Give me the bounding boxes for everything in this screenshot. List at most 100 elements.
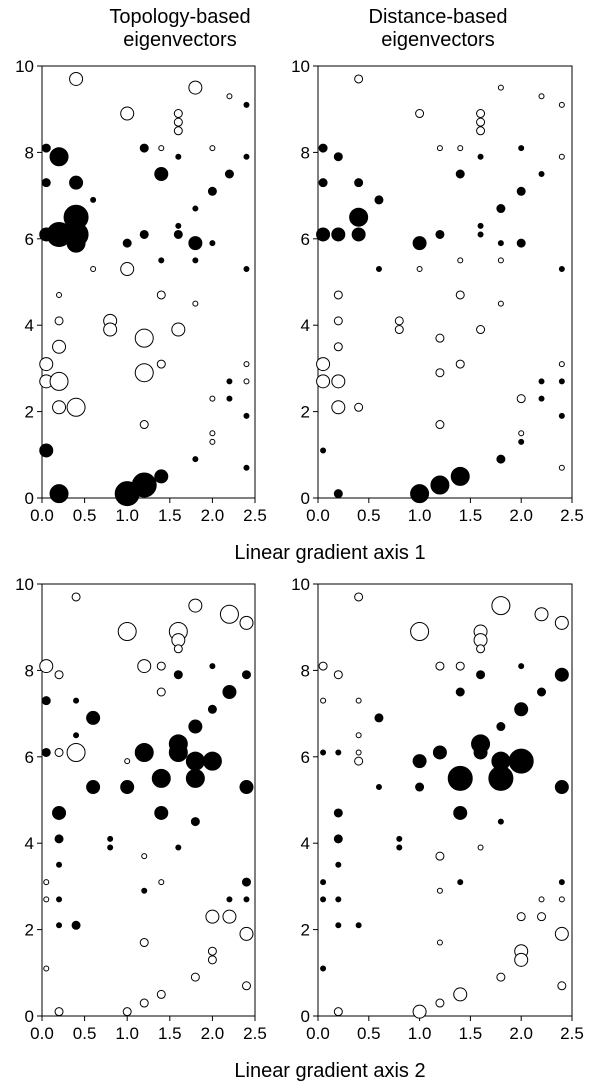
open-bubble bbox=[205, 909, 220, 924]
filled-bubble bbox=[239, 780, 254, 795]
open-bubble bbox=[209, 145, 216, 152]
filled-bubble bbox=[188, 719, 203, 734]
filled-bubble bbox=[558, 266, 565, 273]
open-bubble bbox=[158, 879, 165, 886]
y-tick-label: 10 bbox=[15, 57, 34, 76]
filled-bubble bbox=[455, 169, 465, 179]
filled-bubble bbox=[243, 101, 250, 108]
y-tick-label: 6 bbox=[25, 748, 34, 767]
x-tick-label: 2.5 bbox=[243, 1024, 267, 1043]
open-bubble bbox=[134, 328, 154, 348]
filled-bubble bbox=[86, 710, 101, 725]
y-tick-label: 2 bbox=[25, 403, 34, 422]
open-bubble bbox=[534, 607, 549, 622]
open-bubble bbox=[516, 912, 526, 922]
open-bubble bbox=[66, 742, 86, 762]
open-bubble bbox=[139, 998, 149, 1008]
open-bubble bbox=[56, 291, 63, 298]
open-bubble bbox=[354, 402, 364, 412]
open-bubble bbox=[188, 80, 203, 95]
open-bubble bbox=[90, 266, 97, 273]
filled-bubble bbox=[207, 704, 217, 714]
open-bubble bbox=[66, 397, 86, 417]
filled-bubble bbox=[412, 754, 427, 769]
filled-bubble bbox=[49, 147, 69, 167]
open-bubble bbox=[476, 644, 486, 654]
y-tick-label: 8 bbox=[25, 661, 34, 680]
filled-bubble bbox=[90, 196, 97, 203]
filled-bubble bbox=[477, 231, 484, 238]
filled-bubble bbox=[318, 178, 328, 188]
x-tick-label: 1.0 bbox=[115, 506, 139, 525]
filled-bubble bbox=[410, 484, 430, 504]
open-bubble bbox=[141, 853, 148, 860]
x-tick-label: 2.5 bbox=[560, 506, 584, 525]
filled-bubble bbox=[333, 808, 343, 818]
x-tick-label: 1.5 bbox=[158, 506, 182, 525]
filled-bubble bbox=[415, 782, 425, 792]
open-bubble bbox=[538, 93, 545, 100]
open-bubble bbox=[239, 615, 254, 630]
filled-bubble bbox=[243, 153, 250, 160]
filled-bubble bbox=[209, 663, 216, 670]
filled-bubble bbox=[516, 186, 526, 196]
open-bubble bbox=[43, 879, 50, 886]
filled-bubble bbox=[107, 835, 114, 842]
open-bubble bbox=[355, 749, 362, 756]
open-bubble bbox=[435, 851, 445, 861]
x-tick-label: 2.0 bbox=[201, 506, 225, 525]
x-tick-label: 0.5 bbox=[73, 506, 97, 525]
open-bubble bbox=[158, 145, 165, 152]
filled-bubble bbox=[538, 395, 545, 402]
open-bubble bbox=[491, 596, 511, 616]
filled-bubble bbox=[374, 713, 384, 723]
y-tick-label: 8 bbox=[301, 661, 310, 680]
filled-bubble bbox=[558, 879, 565, 886]
open-bubble bbox=[171, 322, 186, 337]
filled-bubble bbox=[558, 412, 565, 419]
open-bubble bbox=[416, 266, 423, 273]
filled-bubble bbox=[243, 896, 250, 903]
y-tick-label: 0 bbox=[25, 489, 34, 508]
filled-bubble bbox=[71, 920, 81, 930]
filled-bubble bbox=[320, 896, 327, 903]
filled-bubble bbox=[224, 169, 234, 179]
filled-bubble bbox=[554, 780, 569, 795]
open-bubble bbox=[394, 325, 404, 335]
x-tick-label: 1.5 bbox=[459, 506, 483, 525]
open-bubble bbox=[219, 604, 239, 624]
open-bubble bbox=[333, 342, 343, 352]
open-bubble bbox=[137, 659, 152, 674]
filled-bubble bbox=[175, 153, 182, 160]
open-bubble bbox=[39, 659, 54, 674]
open-bubble bbox=[120, 106, 135, 121]
open-bubble bbox=[331, 374, 346, 389]
filled-bubble bbox=[453, 805, 468, 820]
open-bubble bbox=[43, 896, 50, 903]
open-bubble bbox=[139, 420, 149, 430]
filled-bubble bbox=[351, 227, 366, 242]
open-bubble bbox=[241, 981, 251, 991]
filled-bubble bbox=[497, 240, 504, 247]
open-bubble bbox=[316, 357, 331, 372]
open-bubble bbox=[354, 592, 364, 602]
filled-bubble bbox=[447, 765, 473, 791]
filled-bubble bbox=[173, 229, 183, 239]
open-bubble bbox=[436, 887, 443, 894]
open-bubble bbox=[209, 395, 216, 402]
y-tick-label: 0 bbox=[25, 1007, 34, 1026]
filled-bubble bbox=[86, 780, 101, 795]
x-tick-label: 0.0 bbox=[30, 1024, 54, 1043]
open-bubble bbox=[243, 361, 250, 368]
open-bubble bbox=[156, 359, 166, 369]
filled-bubble bbox=[320, 965, 327, 972]
filled-bubble bbox=[497, 818, 504, 825]
filled-bubble bbox=[375, 266, 382, 273]
open-bubble bbox=[243, 378, 250, 385]
open-bubble bbox=[554, 926, 569, 941]
filled-bubble bbox=[69, 175, 84, 190]
plot-frame bbox=[317, 583, 573, 1017]
filled-bubble bbox=[122, 238, 132, 248]
column-title-topology: Topology-based eigenvectors bbox=[109, 6, 251, 51]
